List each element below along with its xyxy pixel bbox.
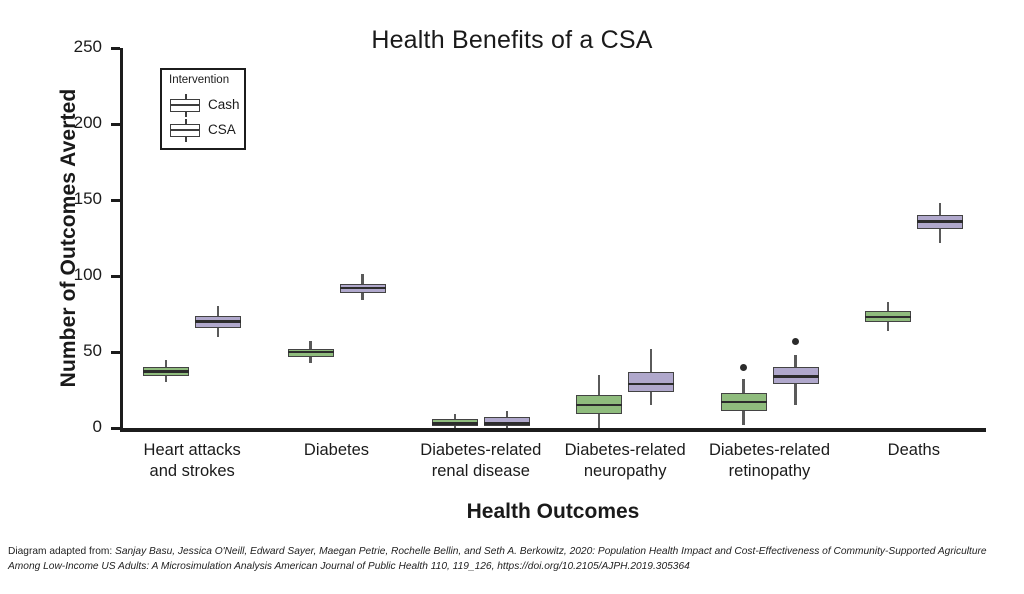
box-body [483,417,530,427]
chart-figure: Health Benefits of a CSA Number of Outco… [57,26,986,523]
median-line [339,286,386,290]
median-line [772,375,819,378]
median-line [431,422,478,425]
y-tick-mark [111,199,120,202]
caption-lead: Diagram adapted from: [8,546,116,557]
y-tick-mark [111,351,120,354]
median-line [916,219,963,223]
legend-label-cash: Cash [208,97,240,112]
y-tick-label: 250 [73,37,102,56]
outlier-point [740,363,747,371]
legend: Intervention Cash CSA [160,68,246,150]
y-tick-label: 100 [73,265,102,284]
y-axis-line [120,48,123,429]
median-line [864,315,911,319]
y-tick-label: 150 [73,189,102,208]
y-tick-mark [111,123,120,126]
y-tick-label: 0 [92,417,102,436]
y-tick-mark [111,47,120,50]
legend-key-csa [170,119,200,142]
figure-caption: Diagram adapted from: Sanjay Basu, Jessi… [8,544,1016,574]
median-line [195,320,242,323]
median-line [143,370,190,374]
x-tick-label: Diabetes-related neuropathy [564,441,686,480]
legend-key-cash [170,94,200,117]
x-tick-label: Diabetes-related renal disease [420,441,542,480]
x-axis-line [120,428,986,432]
caption-reference: Sanjay Basu, Jessica O'Neill, Edward Say… [8,546,987,572]
y-tick-label: 50 [83,341,102,360]
x-axis-title: Health Outcomes [466,500,640,523]
x-tick-label: Heart attacks and strokes [143,441,241,480]
median-line [576,403,623,407]
median-line [720,400,767,404]
x-tick-label: Diabetes-related retinopathy [708,441,831,480]
y-tick-label: 200 [73,113,102,132]
legend-label-csa: CSA [208,122,236,137]
x-tick-label: Deaths [887,441,940,459]
legend-title: Intervention [169,74,230,86]
median-line [287,350,334,354]
chart-title: Health Benefits of a CSA [371,26,653,54]
median-line [628,382,675,386]
median-line [483,422,530,425]
y-tick-mark [111,275,120,278]
x-tick-label: Diabetes [303,441,370,459]
y-axis-title: Number of Outcomes Averted [57,88,80,388]
box-body [628,371,675,392]
y-tick-mark [111,427,120,430]
outlier-point [792,337,799,345]
caption-area: Diagram adapted from: Sanjay Basu, Jessi… [0,540,1024,594]
